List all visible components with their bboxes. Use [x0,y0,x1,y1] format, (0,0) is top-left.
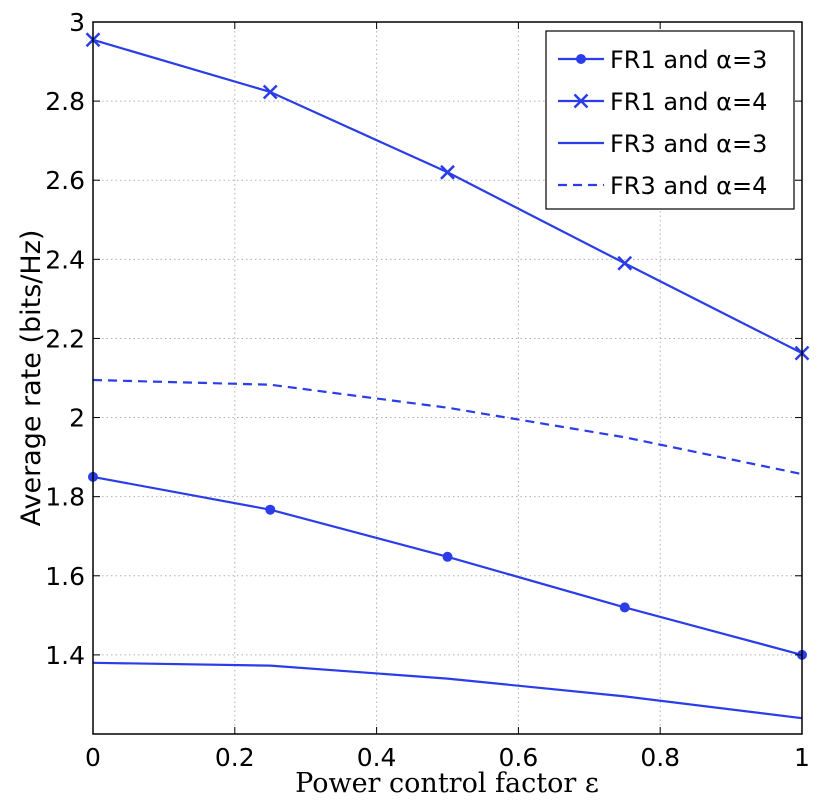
legend-entry: FR1 and α=4 [558,88,767,116]
data-point [440,164,455,180]
data-point [442,551,453,562]
y-tick-label: 2.6 [45,166,85,195]
x-axis-title: Power control factor ε [295,768,599,799]
y-tick-label: 1.6 [45,562,85,591]
y-axis-title: Average rate (bits/Hz) [16,230,47,527]
series-1 [85,32,810,361]
legend-box [545,30,795,210]
data-point [262,84,278,100]
y-tick-label: 2.2 [45,324,85,353]
legend-marker [573,93,589,109]
legend-entry: FR3 and α=3 [558,130,767,158]
data-point [265,504,276,515]
legend-entry: FR1 and α=3 [558,46,767,74]
y-tick-label: 2 [69,404,85,433]
legend-label: FR3 and α=4 [610,172,767,200]
data-point [619,602,630,613]
legend-label: FR1 and α=3 [610,46,767,74]
legend: FR1 and α=3 FR1 and α=4 FR3 and α=3 FR3 and… [545,30,795,210]
legend-marker [576,54,586,64]
series-layer [85,32,810,720]
y-tick-label: 3 [69,8,85,37]
data-point [617,255,633,271]
series-line [92,661,803,720]
x-tick-label: 1 [794,743,810,772]
y-tick-label: 2.4 [45,245,85,274]
x-tick-label: 0.2 [215,743,255,772]
x-tick-label: 0 [85,743,101,772]
x-tick-label: 0.4 [357,743,397,772]
plot-frame [92,21,803,735]
x-tick-label: 0.8 [640,743,680,772]
series-2 [92,661,803,720]
y-tick-label: 1.8 [45,483,85,512]
legend-label: FR3 and α=3 [610,130,767,158]
legend-entry: FR3 and α=4 [558,172,767,200]
x-tick-label: 0.6 [499,743,539,772]
legend-label: FR1 and α=4 [610,88,767,116]
y-tick-label: 1.4 [45,641,85,670]
y-tick-label: 2.8 [45,87,85,116]
ticks: 0 0.2 0.4 0.6 0.8 1 1.4 1.6 1.8 2 2.2 2.4 2.6 2.8 3 [45,8,810,772]
